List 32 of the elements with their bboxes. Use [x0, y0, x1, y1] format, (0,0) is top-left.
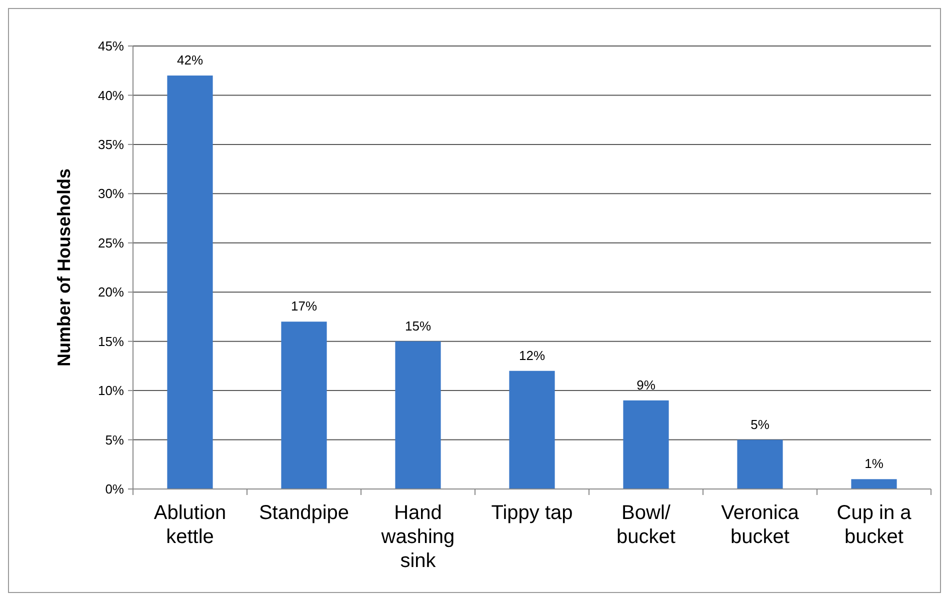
x-tick-label: Tippy tap [491, 502, 573, 524]
bar [509, 370, 555, 489]
y-axis-title: Number of Households [54, 168, 74, 367]
x-tick-label: Hand washing sink [380, 502, 455, 572]
y-tick-label: 45% [98, 38, 124, 54]
bar [281, 322, 327, 489]
data-label: 15% [404, 318, 432, 334]
y-tick-label: 25% [98, 235, 124, 250]
y-tick-label: 20% [98, 284, 124, 300]
data-label: 5% [750, 416, 770, 432]
y-tick-label: 5% [105, 432, 124, 448]
x-tick-label: Cup in a bucket [836, 502, 912, 548]
data-label: 12% [518, 348, 546, 363]
data-label: 17% [290, 298, 318, 314]
bar [851, 479, 897, 489]
data-label: 42% [176, 52, 204, 68]
y-tick-label: 0% [105, 482, 124, 497]
data-label: 9% [636, 377, 656, 392]
x-tick-label: Bowl/ bucket [616, 502, 676, 548]
bar [737, 440, 783, 489]
x-tick-label: Standpipe [258, 502, 350, 524]
data-label: 1% [864, 456, 884, 472]
x-tick-label: Ablution kettle [154, 502, 226, 548]
y-tick-label: 30% [98, 186, 124, 202]
y-tick-label: 10% [98, 383, 124, 398]
bar [395, 341, 441, 489]
y-tick-label: 40% [98, 88, 124, 103]
bar [623, 400, 669, 489]
x-tick-label: Veronica bucket [721, 502, 800, 548]
bar [167, 76, 213, 489]
y-tick-label: 15% [98, 334, 124, 349]
y-tick-label: 35% [98, 136, 124, 152]
